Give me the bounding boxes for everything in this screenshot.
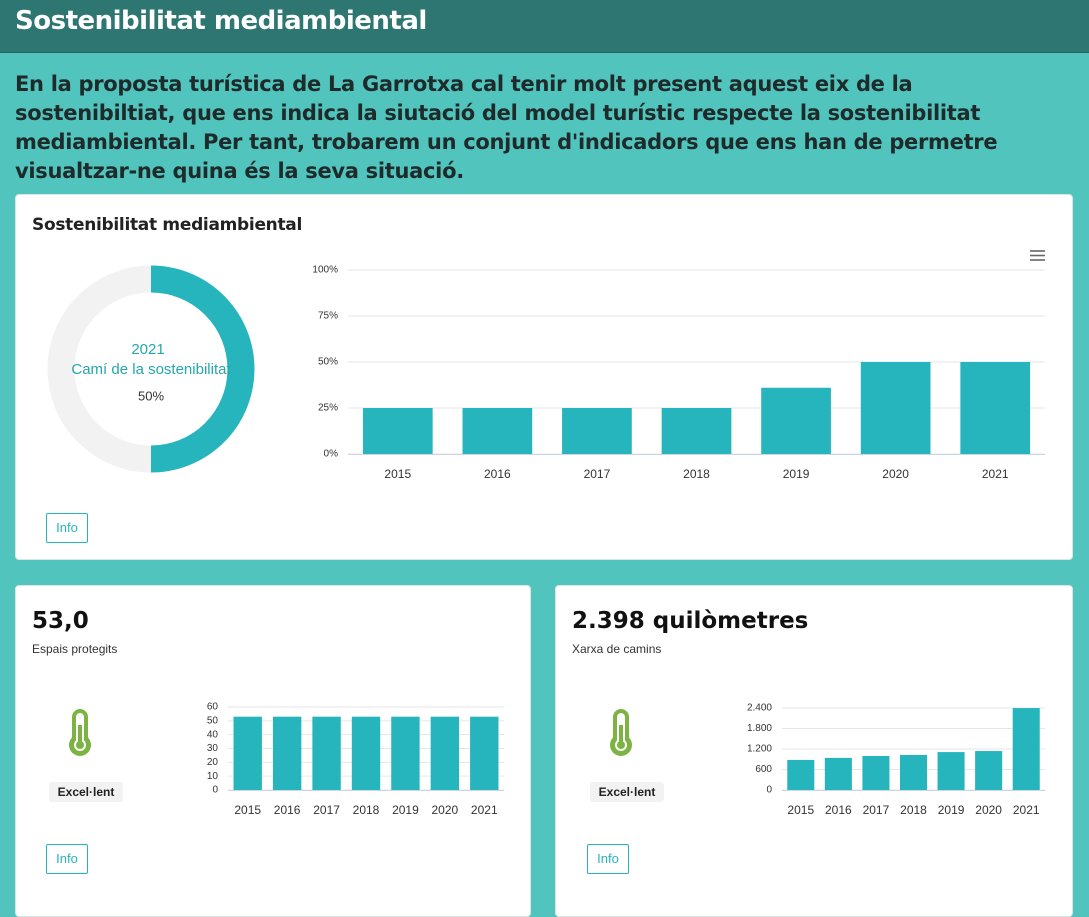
kpi-value: 53,0: [32, 608, 89, 634]
card: 2.398 quilòmetres Xarxa de camins Excel·…: [555, 585, 1073, 917]
card-title: Sostenibilitat mediambiental: [32, 215, 303, 235]
intro-text: En la proposta turística de La Garrotxa …: [15, 72, 998, 183]
status-badge: Excel·lent: [590, 782, 664, 802]
info-button[interactable]: Info: [587, 844, 629, 874]
info-button[interactable]: Info: [46, 513, 88, 543]
status-badge: Excel·lent: [49, 782, 123, 802]
info-button[interactable]: Info: [46, 844, 88, 874]
page-title: Sostenibilitat mediambiental: [15, 6, 427, 36]
kpi-subtitle: Espais protegits: [32, 642, 118, 656]
card: 53,0 Espais protegits Excel·lent Info: [15, 585, 531, 917]
kpi-value: 2.398 quilòmetres: [572, 608, 809, 634]
header: Sostenibilitat mediambiental: [0, 0, 1089, 53]
kpi-subtitle: Xarxa de camins: [572, 642, 662, 656]
card: Sostenibilitat mediambiental Info: [15, 194, 1073, 560]
